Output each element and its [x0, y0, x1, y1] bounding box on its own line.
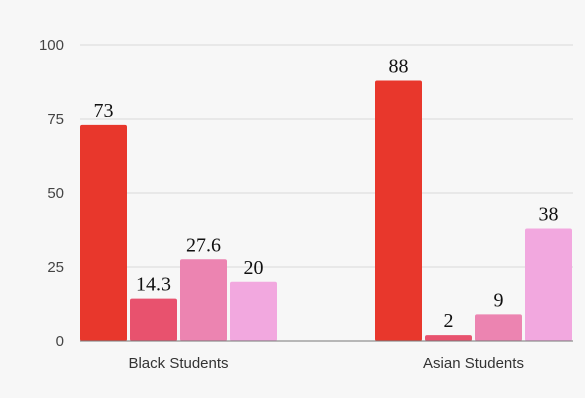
- bar: [80, 124, 127, 341]
- data-label: 38: [539, 204, 559, 226]
- y-tick-label: 100: [39, 37, 64, 54]
- bar: [475, 314, 522, 341]
- bar: [425, 335, 472, 341]
- data-label: 27.6: [186, 234, 221, 256]
- data-label: 2: [444, 310, 454, 332]
- bars-layer: [80, 80, 572, 342]
- bar: [230, 281, 277, 341]
- data-label: 9: [494, 289, 504, 311]
- bar: [525, 228, 572, 341]
- bar: [180, 259, 227, 341]
- bar: [130, 298, 177, 341]
- data-label: 73: [94, 100, 114, 122]
- axis-layer: 0 25 50 75 100 Black Students Asian Students: [39, 37, 573, 372]
- y-tick-label: 75: [47, 111, 64, 128]
- y-tick-label: 0: [56, 333, 64, 350]
- category-label: Asian Students: [423, 355, 524, 372]
- y-tick-label: 25: [47, 259, 64, 276]
- grid-layer: [80, 44, 573, 268]
- bar: [375, 80, 422, 342]
- category-label: Black Students: [128, 355, 228, 372]
- y-tick-label: 50: [47, 185, 64, 202]
- data-label: 20: [244, 257, 264, 279]
- data-label: 88: [389, 56, 409, 78]
- data-label: 14.3: [136, 274, 171, 296]
- labels-layer: 73 14.3 27.6 20 88 2 9 38: [94, 56, 559, 333]
